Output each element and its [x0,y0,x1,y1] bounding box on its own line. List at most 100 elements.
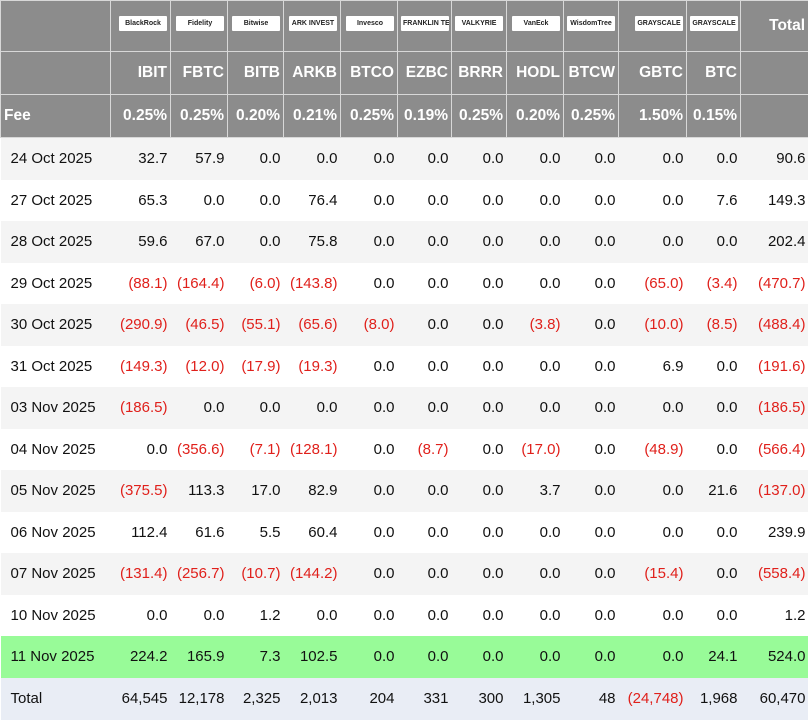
flow-value: 1.2 [228,595,284,637]
flow-value: 7.6 [687,180,741,222]
flow-value: 0.0 [452,138,507,180]
row-label: 28 Oct 2025 [1,221,111,263]
row-label: 03 Nov 2025 [1,387,111,429]
ticker-header: BTCO [341,52,398,95]
fee-value: 0.25% [171,95,228,138]
flow-value: 0.0 [398,553,452,595]
flow-value: 0.0 [228,138,284,180]
flow-value: (8.5) [687,304,741,346]
flow-value: 0.0 [452,346,507,388]
flow-value: 61.6 [171,512,228,554]
flow-value: 0.0 [341,553,398,595]
flow-value: (10.0) [619,304,687,346]
flow-value: 60,470 [741,678,808,720]
issuer-logo-cell: Fidelity [171,1,228,52]
ticker-header: FBTC [171,52,228,95]
flow-value: 64,545 [111,678,171,720]
flow-value: 0.0 [228,387,284,429]
flow-value: 0.0 [452,595,507,637]
flow-value: (375.5) [111,470,171,512]
flow-value: 24.1 [687,636,741,678]
issuer-logo-cell: WisdomTree [564,1,619,52]
flow-value: 12,178 [171,678,228,720]
ticker-header: IBIT [111,52,171,95]
fee-value: 1.50% [619,95,687,138]
flow-value: (470.7) [741,263,808,305]
flow-value: (48.9) [619,429,687,471]
issuer-logo: Fidelity [176,16,224,31]
flow-value: 0.0 [507,595,564,637]
flow-value: 0.0 [398,595,452,637]
flow-value: 0.0 [507,180,564,222]
flow-value: 0.0 [507,263,564,305]
flow-value: 82.9 [284,470,341,512]
flow-value: 0.0 [564,595,619,637]
issuer-logo: ARK INVEST [289,16,337,31]
flow-value: 67.0 [171,221,228,263]
flow-value: 0.0 [341,387,398,429]
row-label: 11 Nov 2025 [1,636,111,678]
flow-value: 0.0 [507,138,564,180]
total-header: Total [741,1,808,52]
flow-value: 0.0 [341,512,398,554]
flow-value: 0.0 [341,429,398,471]
ticker-header: BRRR [452,52,507,95]
flow-value: 0.0 [171,595,228,637]
issuer-logo-cell: ARK INVEST [284,1,341,52]
fee-value: 0.20% [228,95,284,138]
flow-value: (65.0) [619,263,687,305]
flow-value: 32.7 [111,138,171,180]
flow-value: 0.0 [398,387,452,429]
flow-value: 300 [452,678,507,720]
flow-value: 102.5 [284,636,341,678]
flow-value: (137.0) [741,470,808,512]
row-label: 24 Oct 2025 [1,138,111,180]
flow-value: (164.4) [171,263,228,305]
flow-value: 75.8 [284,221,341,263]
flow-value: (19.3) [284,346,341,388]
fee-label: Fee [1,95,111,138]
flow-value: 0.0 [341,595,398,637]
flow-value: 0.0 [452,304,507,346]
row-label: 31 Oct 2025 [1,346,111,388]
row-label: 30 Oct 2025 [1,304,111,346]
row-label: 10 Nov 2025 [1,595,111,637]
flow-value: (55.1) [228,304,284,346]
issuer-logo-cell: GRAYSCALE [687,1,741,52]
flow-value: (488.4) [741,304,808,346]
flow-value: (17.9) [228,346,284,388]
flow-value: (17.0) [507,429,564,471]
issuer-logo: FRANKLIN TEMPLETON [401,16,449,31]
issuer-logo: Bitwise [232,16,280,31]
flow-value: (256.7) [171,553,228,595]
flow-value: (15.4) [619,553,687,595]
issuer-logo-cell: FRANKLIN TEMPLETON [398,1,452,52]
flow-value: 0.0 [452,553,507,595]
flow-value: 0.0 [687,346,741,388]
flow-value: 0.0 [687,553,741,595]
flow-value: 0.0 [398,180,452,222]
flow-value: 0.0 [398,636,452,678]
flow-value: (143.8) [284,263,341,305]
flow-value: 1,968 [687,678,741,720]
flow-value: 5.5 [228,512,284,554]
flow-value: 60.4 [284,512,341,554]
row-label: 06 Nov 2025 [1,512,111,554]
flow-value: 0.0 [564,346,619,388]
fee-value: 0.25% [452,95,507,138]
flow-value: 0.0 [171,387,228,429]
flow-value: 0.0 [687,138,741,180]
flow-value: 0.0 [564,387,619,429]
flow-value: 224.2 [111,636,171,678]
flow-value: 165.9 [171,636,228,678]
flow-value: 0.0 [507,553,564,595]
flow-value: 0.0 [452,512,507,554]
issuer-logo: VanEck [512,16,560,31]
